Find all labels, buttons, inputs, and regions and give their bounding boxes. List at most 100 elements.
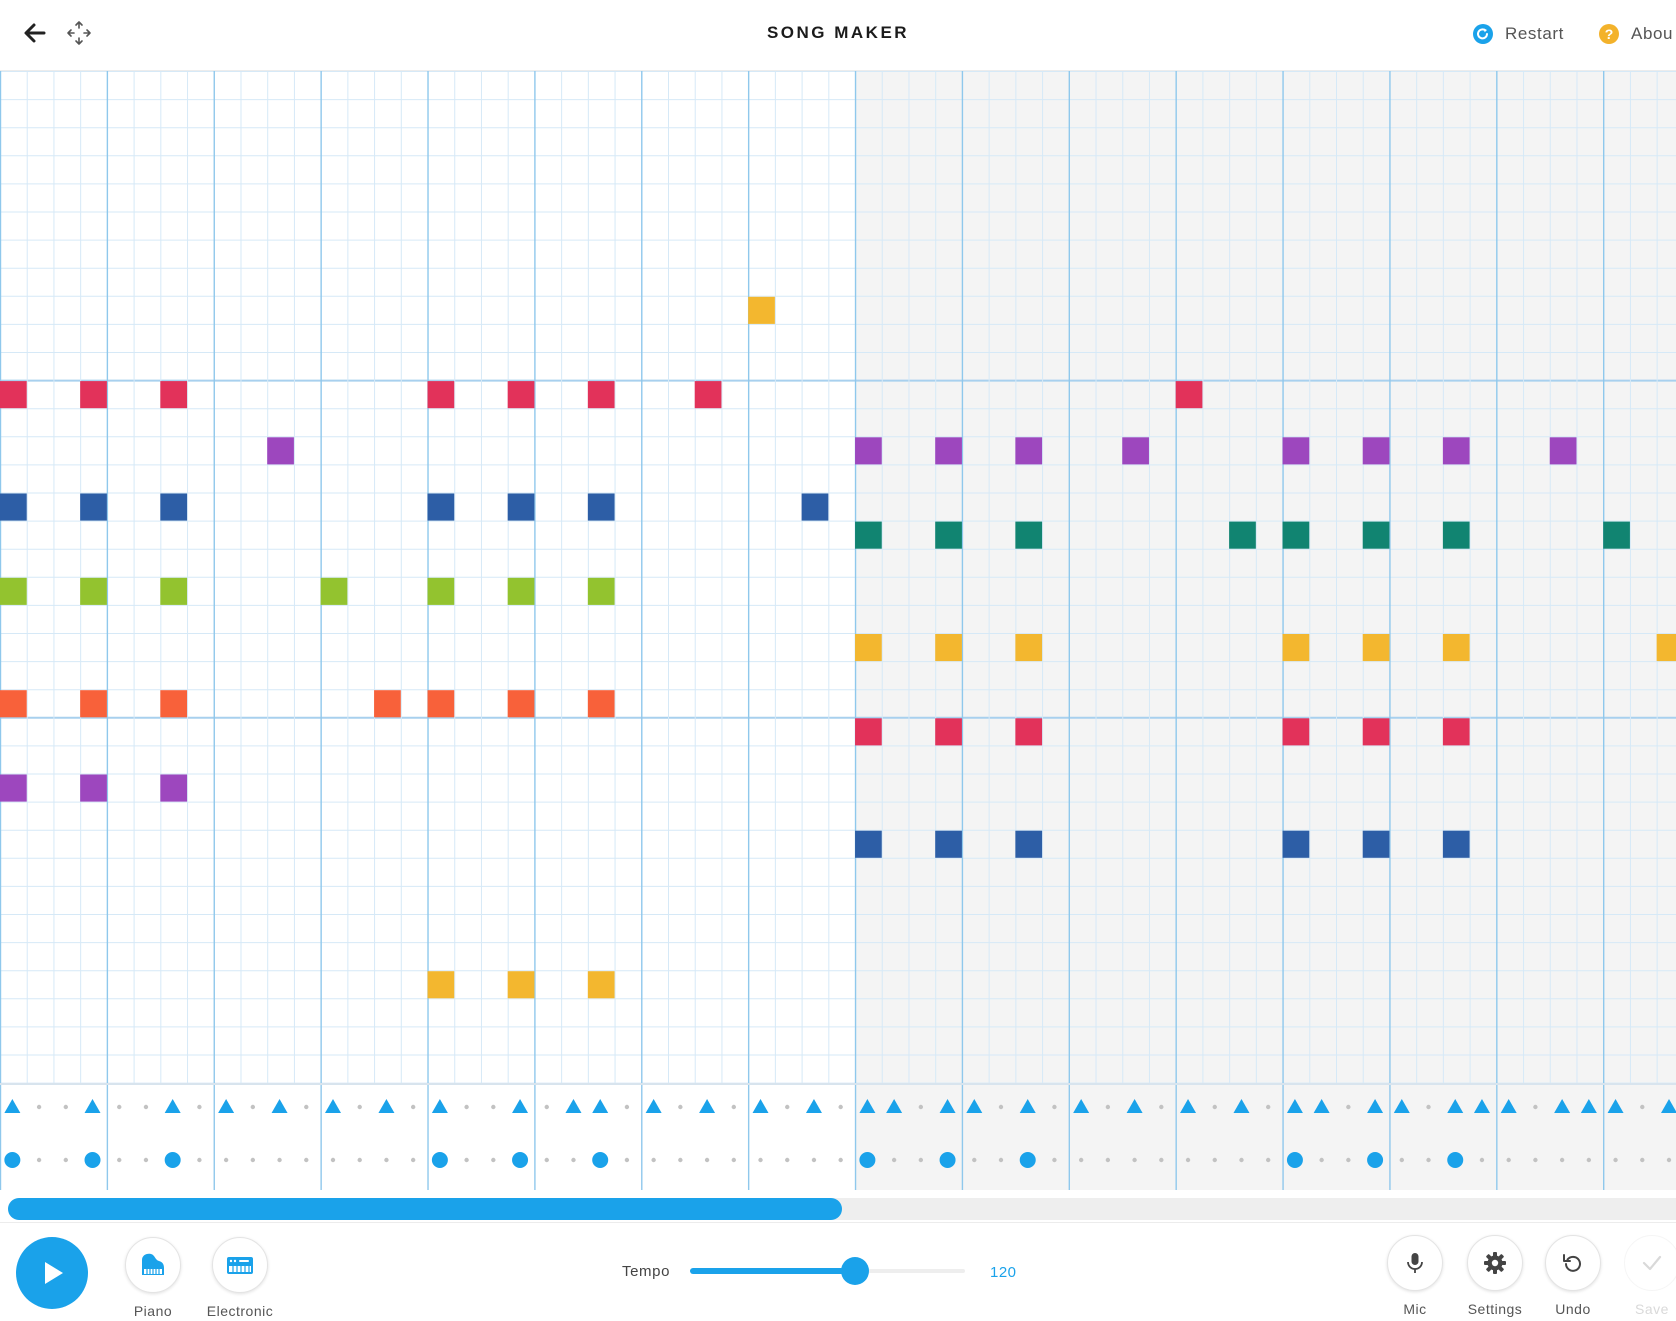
percussion-grid[interactable] bbox=[0, 1083, 1676, 1190]
percussion-circle-hit[interactable] bbox=[431, 1152, 448, 1168]
percussion-circle-hit[interactable] bbox=[859, 1152, 876, 1168]
instrument-electronic-button[interactable]: Electronic bbox=[202, 1237, 278, 1319]
note-purple[interactable] bbox=[1015, 437, 1043, 465]
percussion-triangle-hit[interactable] bbox=[1313, 1099, 1330, 1113]
note-orange[interactable] bbox=[427, 690, 455, 718]
percussion-empty-slot[interactable] bbox=[1506, 1157, 1511, 1163]
note-red[interactable] bbox=[507, 381, 535, 409]
percussion-triangle-hit[interactable] bbox=[4, 1099, 21, 1113]
note-blue[interactable] bbox=[1015, 830, 1043, 858]
note-blue[interactable] bbox=[80, 493, 107, 521]
percussion-circle-hit[interactable] bbox=[1367, 1152, 1384, 1168]
note-green[interactable] bbox=[427, 577, 455, 605]
percussion-triangle-hit[interactable] bbox=[1286, 1099, 1303, 1113]
percussion-triangle-hit[interactable] bbox=[1393, 1099, 1410, 1113]
percussion-empty-slot[interactable] bbox=[1559, 1157, 1565, 1163]
percussion-empty-slot[interactable] bbox=[1613, 1157, 1618, 1163]
percussion-triangle-hit[interactable] bbox=[1554, 1099, 1571, 1113]
note-purple[interactable] bbox=[1122, 437, 1149, 465]
note-yellow[interactable] bbox=[855, 634, 882, 662]
percussion-empty-slot[interactable] bbox=[544, 1104, 549, 1110]
note-purple[interactable] bbox=[1442, 437, 1470, 465]
note-red[interactable] bbox=[855, 718, 882, 746]
percussion-empty-slot[interactable] bbox=[624, 1157, 630, 1163]
percussion-empty-slot[interactable] bbox=[357, 1104, 362, 1110]
note-teal[interactable] bbox=[1603, 521, 1630, 549]
note-purple[interactable] bbox=[855, 437, 882, 465]
note-yellow[interactable] bbox=[1362, 634, 1390, 662]
percussion-triangle-hit[interactable] bbox=[752, 1099, 769, 1113]
percussion-empty-slot[interactable] bbox=[811, 1157, 817, 1163]
percussion-empty-slot[interactable] bbox=[117, 1104, 122, 1110]
percussion-empty-slot[interactable] bbox=[357, 1157, 362, 1163]
note-teal[interactable] bbox=[1442, 521, 1470, 549]
percussion-empty-slot[interactable] bbox=[1346, 1104, 1351, 1110]
note-green[interactable] bbox=[160, 577, 188, 605]
move-button[interactable] bbox=[64, 18, 94, 48]
percussion-empty-slot[interactable] bbox=[1319, 1157, 1324, 1163]
percussion-empty-slot[interactable] bbox=[277, 1157, 282, 1163]
percussion-empty-slot[interactable] bbox=[624, 1104, 630, 1110]
note-green[interactable] bbox=[507, 577, 535, 605]
percussion-empty-slot[interactable] bbox=[838, 1157, 843, 1163]
percussion-triangle-hit[interactable] bbox=[84, 1099, 101, 1113]
percussion-empty-slot[interactable] bbox=[1132, 1157, 1137, 1163]
percussion-empty-slot[interactable] bbox=[544, 1157, 549, 1163]
percussion-empty-slot[interactable] bbox=[1078, 1157, 1084, 1163]
percussion-triangle-hit[interactable] bbox=[512, 1099, 529, 1113]
scroll-track[interactable] bbox=[8, 1198, 1676, 1220]
note-red[interactable] bbox=[160, 381, 188, 409]
percussion-circle-hit[interactable] bbox=[592, 1152, 609, 1168]
note-green[interactable] bbox=[80, 577, 107, 605]
percussion-empty-slot[interactable] bbox=[464, 1157, 469, 1163]
percussion-empty-slot[interactable] bbox=[1159, 1157, 1164, 1163]
note-red[interactable] bbox=[1015, 718, 1043, 746]
back-button[interactable] bbox=[20, 18, 50, 48]
percussion-empty-slot[interactable] bbox=[1159, 1104, 1164, 1110]
note-green[interactable] bbox=[0, 577, 27, 605]
percussion-triangle-hit[interactable] bbox=[431, 1099, 448, 1113]
note-teal[interactable] bbox=[1229, 521, 1256, 549]
percussion-empty-slot[interactable] bbox=[1052, 1104, 1057, 1110]
percussion-empty-slot[interactable] bbox=[63, 1157, 68, 1163]
instrument-piano-button[interactable]: Piano bbox=[125, 1237, 181, 1319]
percussion-circle-hit[interactable] bbox=[84, 1152, 101, 1168]
note-yellow[interactable] bbox=[507, 971, 535, 999]
percussion-triangle-hit[interactable] bbox=[1126, 1099, 1143, 1113]
note-teal[interactable] bbox=[1015, 521, 1043, 549]
save-button[interactable]: Save bbox=[1624, 1235, 1676, 1317]
percussion-empty-slot[interactable] bbox=[36, 1157, 42, 1163]
percussion-triangle-hit[interactable] bbox=[1180, 1099, 1197, 1113]
percussion-empty-slot[interactable] bbox=[117, 1157, 122, 1163]
note-blue[interactable] bbox=[855, 830, 882, 858]
percussion-triangle-hit[interactable] bbox=[1447, 1099, 1464, 1113]
note-purple[interactable] bbox=[1549, 437, 1577, 465]
percussion-empty-slot[interactable] bbox=[36, 1104, 42, 1110]
percussion-empty-slot[interactable] bbox=[998, 1157, 1004, 1163]
percussion-triangle-hit[interactable] bbox=[1607, 1099, 1624, 1113]
note-orange[interactable] bbox=[0, 690, 27, 718]
percussion-circle-hit[interactable] bbox=[1447, 1152, 1464, 1168]
percussion-empty-slot[interactable] bbox=[785, 1104, 790, 1110]
percussion-triangle-hit[interactable] bbox=[1661, 1099, 1676, 1113]
percussion-triangle-hit[interactable] bbox=[592, 1099, 609, 1113]
note-teal[interactable] bbox=[855, 521, 882, 549]
percussion-triangle-hit[interactable] bbox=[218, 1099, 235, 1113]
percussion-triangle-hit[interactable] bbox=[325, 1099, 341, 1113]
percussion-empty-slot[interactable] bbox=[785, 1157, 790, 1163]
percussion-empty-slot[interactable] bbox=[1426, 1157, 1431, 1163]
percussion-empty-slot[interactable] bbox=[223, 1157, 229, 1163]
about-button[interactable]: ? Abou bbox=[1598, 21, 1673, 47]
percussion-triangle-hit[interactable] bbox=[859, 1099, 876, 1113]
percussion-empty-slot[interactable] bbox=[410, 1157, 416, 1163]
percussion-empty-slot[interactable] bbox=[838, 1104, 843, 1110]
percussion-triangle-hit[interactable] bbox=[645, 1099, 662, 1113]
note-red[interactable] bbox=[1282, 718, 1310, 746]
percussion-triangle-hit[interactable] bbox=[1580, 1099, 1597, 1113]
mic-button[interactable]: Mic bbox=[1387, 1235, 1443, 1317]
note-yellow[interactable] bbox=[748, 296, 775, 324]
percussion-empty-slot[interactable] bbox=[1105, 1157, 1111, 1163]
play-button[interactable] bbox=[16, 1237, 88, 1309]
percussion-empty-slot[interactable] bbox=[1239, 1157, 1244, 1163]
percussion-empty-slot[interactable] bbox=[571, 1157, 576, 1163]
